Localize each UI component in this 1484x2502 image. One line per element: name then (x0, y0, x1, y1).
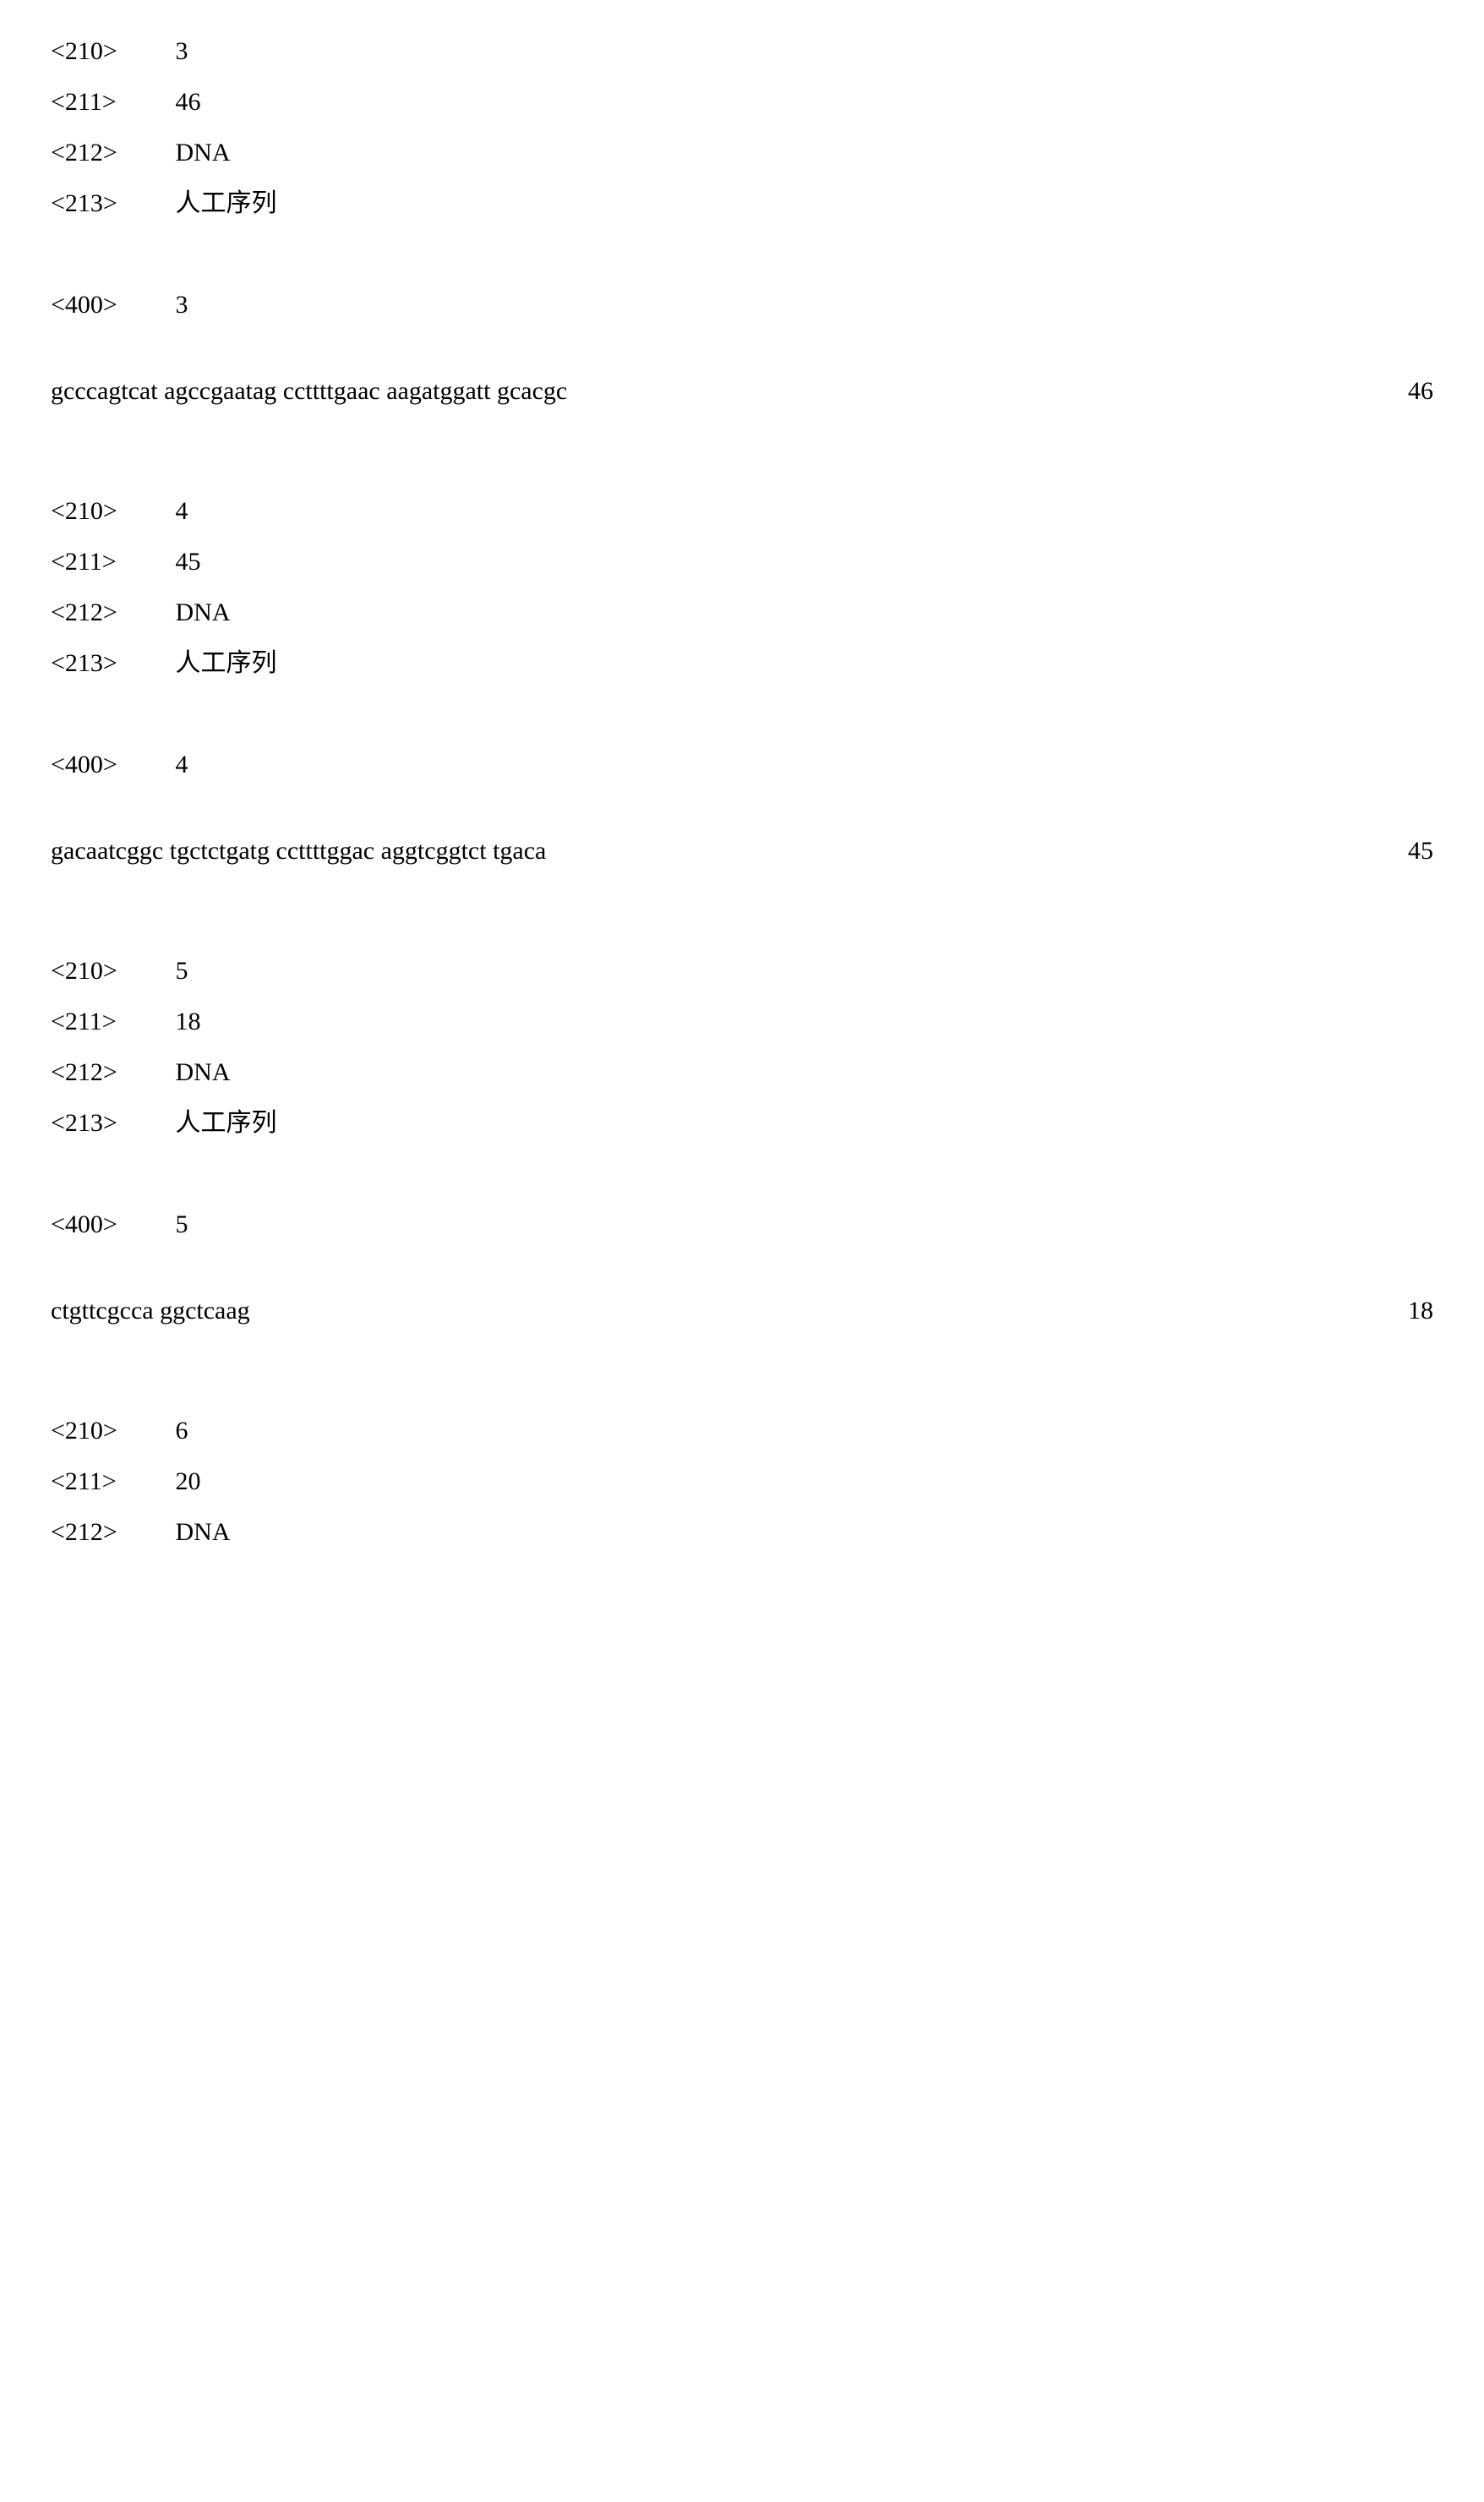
tag-211: <211> (51, 1464, 169, 1500)
tag-212-line: <212> DNA (51, 595, 1433, 631)
tag-400-value: 5 (176, 1210, 188, 1238)
sequence-row: gacaatcggc tgctctgatg ccttttggac aggtcgg… (51, 833, 1433, 869)
tag-400: <400> (51, 1207, 169, 1243)
tag-211-line: <211> 46 (51, 85, 1433, 120)
sequence-length: 45 (1383, 833, 1433, 869)
tag-400-line: <400> 4 (51, 747, 1433, 783)
sequence-text: ctgttcgcca ggctcaag (51, 1293, 1383, 1329)
tag-211: <211> (51, 544, 169, 580)
tag-212-value: DNA (176, 139, 231, 167)
tag-212-line: <212> DNA (51, 135, 1433, 171)
sequence-row: ctgttcgcca ggctcaag 18 (51, 1293, 1433, 1329)
tag-211-line: <211> 18 (51, 1004, 1433, 1040)
tag-212: <212> (51, 1515, 169, 1550)
tag-212-line: <212> DNA (51, 1515, 1433, 1550)
tag-210-value: 6 (176, 1417, 188, 1445)
tag-211-line: <211> 20 (51, 1464, 1433, 1500)
tag-211-value: 46 (176, 88, 201, 116)
tag-210: <210> (51, 1413, 169, 1449)
tag-400-line: <400> 3 (51, 287, 1433, 323)
tag-210-line: <210> 3 (51, 34, 1433, 69)
tag-212-value: DNA (176, 1058, 231, 1086)
tag-212-value: DNA (176, 598, 231, 626)
tag-211-line: <211> 45 (51, 544, 1433, 580)
tag-212-value: DNA (176, 1518, 231, 1546)
tag-210-line: <210> 4 (51, 494, 1433, 529)
tag-400-line: <400> 5 (51, 1207, 1433, 1243)
tag-213: <213> (51, 646, 169, 681)
tag-213-line: <213> 人工序列 (51, 186, 1433, 221)
tag-211-value: 18 (176, 1008, 201, 1035)
sequence-row: gcccagtcat agccgaatag ccttttgaac aagatgg… (51, 374, 1433, 409)
tag-213: <213> (51, 186, 169, 221)
tag-210: <210> (51, 494, 169, 529)
tag-213-value: 人工序列 (176, 1109, 277, 1137)
tag-400-value: 3 (176, 291, 188, 319)
sequence-length: 18 (1383, 1293, 1433, 1329)
tag-212: <212> (51, 135, 169, 171)
tag-210-line: <210> 5 (51, 953, 1433, 989)
tag-213-line: <213> 人工序列 (51, 1106, 1433, 1141)
sequence-entry: <210> 4 <211> 45 <212> DNA <213> 人工序列 <4… (51, 494, 1433, 869)
tag-211-value: 45 (176, 548, 201, 576)
tag-210-value: 4 (176, 497, 188, 525)
tag-210-value: 3 (176, 37, 188, 65)
tag-213-line: <213> 人工序列 (51, 646, 1433, 681)
tag-213-value: 人工序列 (176, 189, 277, 217)
tag-400: <400> (51, 287, 169, 323)
sequence-entry: <210> 5 <211> 18 <212> DNA <213> 人工序列 <4… (51, 953, 1433, 1329)
tag-212: <212> (51, 595, 169, 631)
tag-210-value: 5 (176, 957, 188, 985)
tag-210: <210> (51, 953, 169, 989)
tag-213: <213> (51, 1106, 169, 1141)
sequence-length: 46 (1383, 374, 1433, 409)
tag-400-value: 4 (176, 751, 188, 778)
sequence-entry: <210> 3 <211> 46 <212> DNA <213> 人工序列 <4… (51, 34, 1433, 409)
tag-211-value: 20 (176, 1467, 201, 1495)
tag-210-line: <210> 6 (51, 1413, 1433, 1449)
sequence-text: gacaatcggc tgctctgatg ccttttggac aggtcgg… (51, 833, 1383, 869)
sequence-entry-partial: <210> 6 <211> 20 <212> DNA (51, 1413, 1433, 1550)
tag-211: <211> (51, 85, 169, 120)
tag-212-line: <212> DNA (51, 1055, 1433, 1090)
sequence-text: gcccagtcat agccgaatag ccttttgaac aagatgg… (51, 374, 1383, 409)
tag-213-value: 人工序列 (176, 649, 277, 677)
tag-400: <400> (51, 747, 169, 783)
tag-210: <210> (51, 34, 169, 69)
tag-212: <212> (51, 1055, 169, 1090)
tag-211: <211> (51, 1004, 169, 1040)
